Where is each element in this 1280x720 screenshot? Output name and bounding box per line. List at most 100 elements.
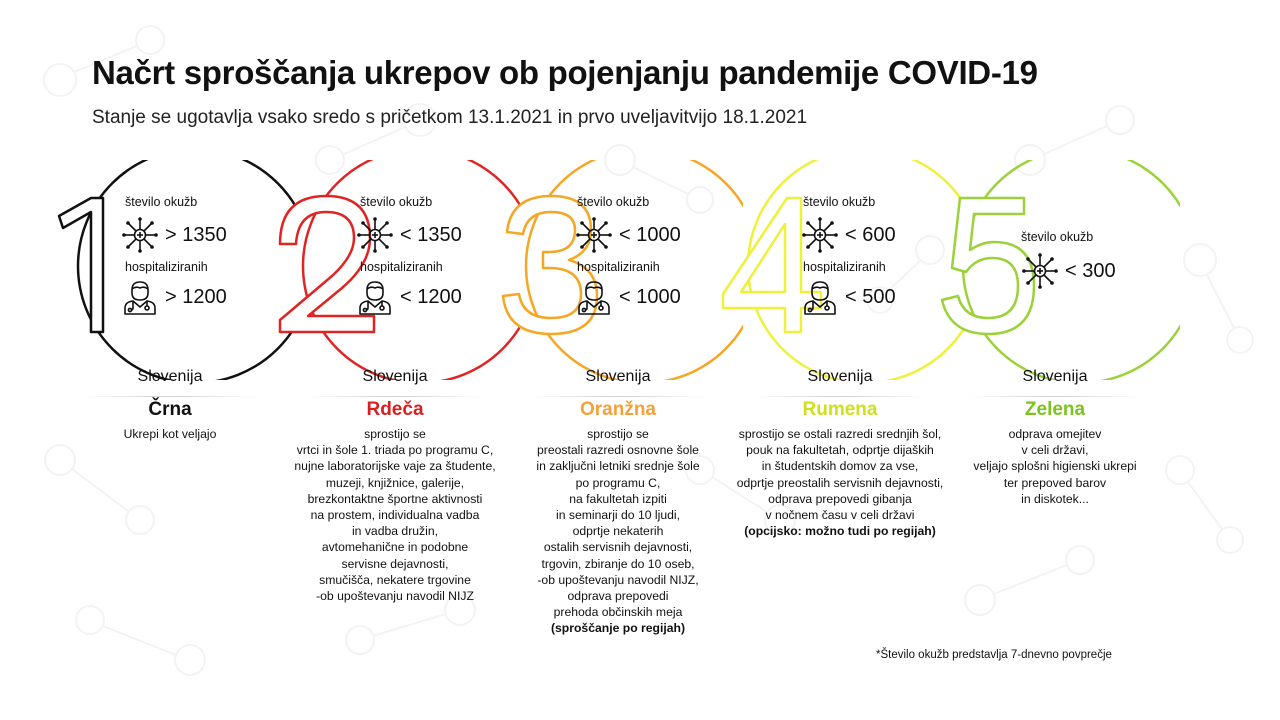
description-line: ostalih servisnih dejavnosti, bbox=[543, 540, 693, 555]
region-label: Slovenija bbox=[1022, 368, 1088, 385]
divider bbox=[80, 396, 260, 397]
phase-description: Ukrepi kot veljajo bbox=[45, 426, 295, 442]
description-line: odprava prepovedi bbox=[567, 589, 669, 604]
description-line: na fakultetah izpiti bbox=[569, 491, 667, 506]
description-line: -ob upoštevanju navodil NIJZ bbox=[316, 589, 474, 604]
description-line: in vadba družin, bbox=[351, 524, 439, 539]
description-line: avtomehanične in podobne bbox=[321, 540, 469, 555]
doctor-icon bbox=[578, 281, 610, 315]
description-line: sprostijo se bbox=[587, 427, 649, 441]
description-line: odprava prepovedi gibanja bbox=[768, 491, 912, 506]
phase-title: Oranžna bbox=[579, 399, 657, 420]
description-line: odprtje nekaterih bbox=[572, 524, 664, 539]
region-label: Slovenija bbox=[362, 368, 428, 385]
description-line: veljajo splošni higienski ukrepi bbox=[973, 459, 1137, 474]
divider bbox=[965, 396, 1145, 397]
infections-row: < 300 bbox=[1021, 252, 1116, 290]
description-line: brezkontaktne športne aktivnosti bbox=[307, 491, 483, 506]
phase-title: Črna bbox=[148, 399, 192, 420]
description-line: in študentskih domov za vse, bbox=[761, 459, 919, 474]
description-line: vrtci in šole 1. triada po programu C, bbox=[296, 443, 494, 458]
phase-description: sprostijo se ostali razredi srednjih šol… bbox=[715, 426, 965, 539]
stage-3: število okužb < 1000 hospitaliziranih bbox=[493, 160, 743, 680]
hospitalized-row: > 1200 bbox=[121, 278, 227, 316]
description-line: prehoda občinskih meja bbox=[553, 605, 683, 620]
region-label: Slovenija bbox=[807, 368, 873, 385]
page-subtitle: Stanje se ugotavlja vsako sredo s pričet… bbox=[92, 107, 808, 128]
virus-spread-icon bbox=[122, 217, 158, 253]
hospitalized-row: < 500 bbox=[801, 278, 896, 316]
stage-4-number-graphic bbox=[721, 160, 965, 380]
doctor-icon bbox=[124, 281, 156, 315]
stage-1-number-graphic bbox=[57, 160, 295, 380]
description-line: servisne dejavnosti, bbox=[341, 556, 449, 571]
hospitalized-label: hospitaliziranih bbox=[577, 260, 660, 274]
phase-title: Rdeča bbox=[366, 399, 424, 420]
description-line: pouk na fakultetah, odprtje dijaških bbox=[746, 443, 934, 458]
description-line: na prostem, individualna vadba bbox=[310, 508, 480, 523]
infections-label: število okužb bbox=[1021, 230, 1094, 244]
infections-label: število okužb bbox=[803, 195, 876, 209]
stage-5: število okužb < 300 Slovenija Zelena odp… bbox=[930, 160, 1180, 680]
infections-label: število okužb bbox=[577, 195, 650, 209]
description-note: (opcijsko: možno tudi po regijah) bbox=[744, 524, 936, 539]
infections-label: število okužb bbox=[360, 195, 433, 209]
stage-2-number-graphic bbox=[278, 160, 520, 380]
description-line: in zaključni letniki srednje šole bbox=[536, 459, 700, 474]
hospitalized-row: < 1000 bbox=[575, 278, 681, 316]
description-line: muzeji, knjižnice, galerije, bbox=[325, 475, 465, 490]
stage-5-number-graphic bbox=[940, 160, 1180, 380]
stage-1: število okužb > 1350 hospitaliziranih bbox=[45, 160, 295, 680]
description-line: trgovin, zbiranje do 10 oseb, bbox=[541, 556, 695, 571]
description-line: in seminarji do 10 ljudi, bbox=[556, 508, 680, 523]
description-line: nujne laboratorijske vaje za študente, bbox=[294, 459, 496, 474]
divider bbox=[305, 396, 485, 397]
description-line: Ukrepi kot veljajo bbox=[123, 427, 217, 441]
hospitalized-value: < 500 bbox=[845, 285, 896, 308]
virus-spread-icon bbox=[802, 217, 838, 253]
description-line: ter prepoved barov bbox=[1003, 475, 1107, 490]
hospitalized-label: hospitaliziranih bbox=[125, 260, 208, 274]
description-line: v nočnem času v celi državi bbox=[765, 508, 915, 523]
phase-description: odprava omejitev v celi državi, veljajo … bbox=[930, 426, 1180, 507]
region-label: Slovenija bbox=[137, 368, 203, 385]
hospitalized-value: < 1000 bbox=[619, 285, 681, 308]
phase-description: sprostijo se preostali razredi osnovne š… bbox=[493, 426, 743, 637]
infections-label: število okužb bbox=[125, 195, 198, 209]
virus-spread-icon bbox=[576, 217, 612, 253]
infections-row: < 600 bbox=[801, 216, 896, 254]
stage-2: število okužb < 1350 hospitaliziranih bbox=[270, 160, 520, 680]
doctor-icon bbox=[804, 281, 836, 315]
virus-spread-icon bbox=[1022, 253, 1058, 289]
description-line: smučišča, nekatere trgovine bbox=[319, 572, 471, 587]
phase-description: sprostijo se vrtci in šole 1. triada po … bbox=[270, 426, 520, 604]
description-line: odprava omejitev bbox=[1008, 427, 1102, 441]
doctor-icon bbox=[359, 281, 391, 315]
divider bbox=[750, 396, 930, 397]
hospitalized-row: < 1200 bbox=[356, 278, 462, 316]
phase-title: Rumena bbox=[802, 399, 878, 420]
description-line: in diskotek... bbox=[1021, 491, 1089, 506]
infections-value: < 1350 bbox=[400, 223, 462, 246]
description-line: odprtje preostalih servisnih dejavnosti, bbox=[736, 475, 944, 490]
infections-row: < 1000 bbox=[575, 216, 681, 254]
description-line: sprostijo se bbox=[364, 427, 426, 441]
stage-4: število okužb < 600 hospitaliziranih bbox=[715, 160, 965, 680]
description-line: -ob upoštevanju navodil NIJZ, bbox=[537, 572, 699, 587]
page-title: Načrt sproščanja ukrepov ob pojenjanju p… bbox=[92, 54, 1038, 91]
description-line: po programu C, bbox=[575, 475, 661, 490]
divider bbox=[528, 396, 708, 397]
description-note: (sproščanje po regijah) bbox=[550, 621, 686, 636]
infections-value: > 1350 bbox=[165, 223, 227, 246]
description-line: v celi državi, bbox=[1021, 443, 1089, 458]
hospitalized-value: > 1200 bbox=[165, 285, 227, 308]
infections-row: > 1350 bbox=[121, 216, 227, 254]
hospitalized-label: hospitaliziranih bbox=[803, 260, 886, 274]
region-label: Slovenija bbox=[585, 368, 651, 385]
description-line: sprostijo se ostali razredi srednjih šol… bbox=[738, 427, 942, 441]
infections-value: < 1000 bbox=[619, 223, 681, 246]
virus-spread-icon bbox=[357, 217, 393, 253]
infections-value: < 600 bbox=[845, 223, 896, 246]
phase-title: Zelena bbox=[1024, 399, 1086, 420]
